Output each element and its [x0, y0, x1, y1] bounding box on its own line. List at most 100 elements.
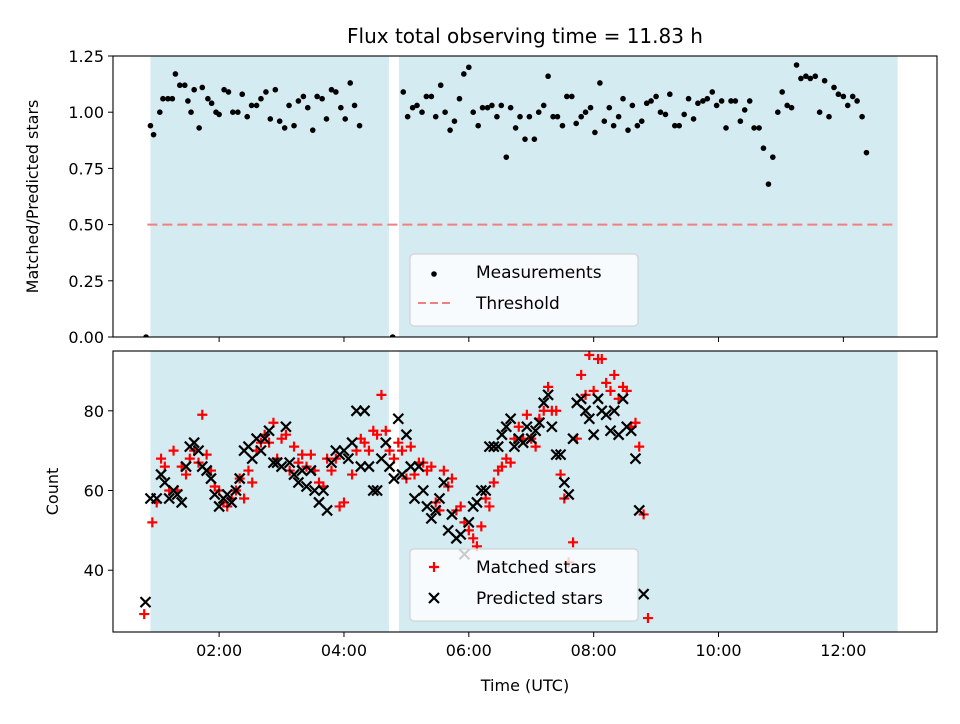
matched-stars-point — [576, 369, 587, 380]
x-tick-label: 12:00 — [820, 641, 866, 660]
predicted-stars-point — [504, 412, 517, 425]
predicted-stars-point — [159, 476, 171, 489]
measurement-point — [494, 113, 500, 120]
chart-title: Flux total observing time = 11.83 h — [347, 24, 703, 48]
matched-stars-point — [168, 445, 179, 456]
x-tick-label: 04:00 — [321, 641, 367, 660]
measurement-point — [835, 91, 842, 98]
measurement-point — [517, 113, 523, 120]
measurement-point — [704, 95, 711, 102]
predicted-stars-point — [155, 468, 167, 481]
predicted-stars-point — [533, 416, 546, 429]
predicted-stars-point — [288, 468, 300, 481]
predicted-stars-point — [392, 412, 405, 425]
predicted-stars-point — [233, 472, 246, 485]
predicted-stars-point — [583, 412, 596, 425]
matched-stars-point — [372, 429, 383, 440]
predicted-stars-point — [321, 504, 333, 517]
matched-stars-point — [305, 449, 316, 460]
predicted-stars-point — [438, 476, 450, 489]
measurement-point — [230, 109, 236, 115]
measurement-point — [564, 93, 570, 100]
measurement-point — [248, 102, 255, 109]
measurement-point — [409, 104, 416, 111]
predicted-stars-point — [637, 588, 650, 600]
predicted-stars-point — [617, 393, 629, 405]
predicted-stars-point — [604, 424, 617, 437]
matched-stars-point — [634, 441, 645, 452]
measurement-point — [479, 104, 486, 111]
measurement-point — [643, 100, 650, 107]
measurement-point — [849, 93, 856, 100]
matched-stars-point — [521, 409, 532, 420]
predicted-stars-point — [263, 424, 275, 437]
measurement-point — [244, 113, 251, 120]
predicted-stars-point — [567, 432, 579, 445]
predicted-stars-point — [246, 452, 258, 465]
predicted-stars-point — [317, 484, 330, 497]
predicted-stars-point — [300, 480, 313, 493]
predicted-stars-point — [525, 432, 538, 445]
measurement-point — [597, 80, 603, 86]
predicted-stars-point — [408, 492, 421, 505]
matched-stars-point — [584, 351, 595, 360]
predicted-stars-point — [558, 476, 571, 489]
measurement-point — [522, 136, 528, 142]
y-tick-label: 0.50 — [68, 216, 104, 235]
predicted-stars-point — [283, 456, 296, 469]
measurement-point — [461, 71, 467, 77]
predicted-stars-point — [280, 420, 292, 433]
matched-stars-point — [326, 465, 337, 476]
predicted-stars-point — [358, 405, 371, 417]
predicted-stars-point — [180, 460, 192, 473]
measurement-point — [826, 113, 832, 120]
measurement-point — [253, 102, 260, 109]
measurement-point — [831, 84, 837, 91]
measurement-point — [765, 181, 772, 187]
legend-label: Predicted stars — [476, 589, 603, 609]
matched-stars-point — [376, 389, 387, 400]
predicted-stars-point — [255, 444, 267, 457]
measurement-point — [400, 89, 407, 95]
measurement-point — [653, 93, 659, 100]
measurement-point — [286, 102, 292, 109]
y-tick-label: 1.25 — [68, 47, 104, 66]
measurement-point — [172, 71, 179, 77]
predicted-stars-point — [529, 424, 542, 437]
x-tick-label: 10:00 — [695, 641, 741, 660]
measurement-point — [672, 122, 678, 129]
measurement-point — [798, 75, 804, 82]
y-tick-label: 40 — [84, 561, 104, 580]
measurement-point — [291, 122, 297, 129]
matched-stars-point — [393, 437, 404, 448]
predicted-stars-point — [587, 428, 600, 441]
predicted-stars-point — [479, 484, 492, 497]
matched-stars-point — [476, 521, 487, 532]
predicted-stars-point — [425, 512, 438, 525]
measurement-point — [559, 122, 566, 129]
y-tick-label: 80 — [84, 402, 104, 421]
measurement-point — [526, 113, 533, 120]
measurement-point — [309, 127, 316, 133]
matched-stars-point — [181, 469, 192, 480]
predicted-stars-point — [267, 456, 280, 469]
measurement-point — [713, 102, 720, 109]
predicted-stars-point — [225, 496, 238, 509]
predicted-stars-point — [600, 408, 612, 421]
matched-stars-point — [297, 449, 308, 460]
legend: Matched stars Predicted stars — [409, 548, 639, 622]
measurement-point — [531, 136, 538, 142]
predicted-stars-point — [396, 468, 408, 481]
measurement-point — [540, 102, 547, 109]
measurement-point — [657, 109, 664, 115]
measurement-point — [503, 154, 510, 160]
predicted-stars-point — [629, 452, 642, 465]
measurement-point — [447, 127, 453, 133]
legend-marker — [429, 562, 439, 572]
predicted-stars-point — [562, 488, 575, 501]
measurement-point — [437, 82, 444, 89]
measurement-point — [143, 334, 149, 337]
measurement-point — [205, 95, 211, 102]
axes-frame — [112, 55, 938, 338]
